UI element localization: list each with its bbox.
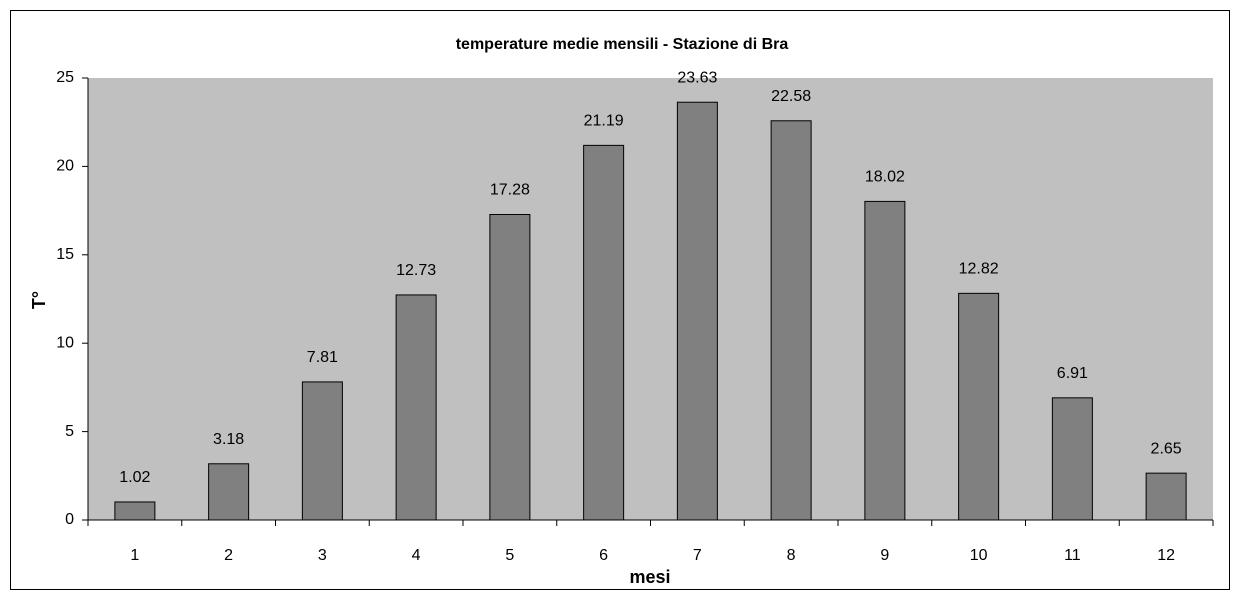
bar <box>1145 472 1187 521</box>
data-label: 6.91 <box>1057 365 1088 382</box>
y-tick-label: 0 <box>65 511 74 528</box>
y-tick-label: 15 <box>56 246 74 263</box>
y-tick-label: 25 <box>56 69 74 86</box>
data-label: 7.81 <box>307 349 338 366</box>
x-tick-label: 6 <box>599 547 608 564</box>
x-tick-label: 2 <box>224 547 233 564</box>
y-tick-label: 5 <box>65 423 74 440</box>
data-label: 3.18 <box>213 431 244 448</box>
data-label: 17.28 <box>490 182 530 199</box>
data-label: 18.02 <box>865 169 905 186</box>
x-tick-label: 7 <box>693 547 702 564</box>
data-label: 1.02 <box>119 469 150 486</box>
bar <box>1051 397 1093 521</box>
chart-title: temperature medie mensili - Stazione di … <box>456 36 789 53</box>
data-label: 23.63 <box>677 69 717 86</box>
bar <box>208 463 250 521</box>
x-tick-label: 8 <box>787 547 796 564</box>
x-tick-label: 1 <box>130 547 139 564</box>
y-axis-label: T° <box>29 291 49 309</box>
bar <box>301 381 343 521</box>
x-tick-label: 9 <box>880 547 889 564</box>
x-tick-label: 10 <box>970 547 988 564</box>
bar <box>583 144 625 521</box>
y-tick-label: 10 <box>56 334 74 351</box>
data-label: 21.19 <box>584 113 624 130</box>
plot-area <box>88 78 1213 520</box>
bar <box>489 213 531 521</box>
bar <box>958 292 1000 521</box>
bar <box>114 501 156 521</box>
x-tick-label: 4 <box>412 547 421 564</box>
data-label: 12.82 <box>959 261 999 278</box>
data-label: 2.65 <box>1151 440 1182 457</box>
data-label: 12.73 <box>396 262 436 279</box>
bar <box>676 101 718 521</box>
x-tick-label: 12 <box>1157 547 1175 564</box>
bar <box>770 120 812 521</box>
data-label: 22.58 <box>771 88 811 105</box>
bar <box>864 200 906 521</box>
x-tick-label: 3 <box>318 547 327 564</box>
x-tick-label: 5 <box>505 547 514 564</box>
y-tick-label: 20 <box>56 158 74 175</box>
bar <box>395 294 437 521</box>
x-axis-label: mesi <box>629 567 670 587</box>
x-tick-label: 11 <box>1064 547 1081 564</box>
